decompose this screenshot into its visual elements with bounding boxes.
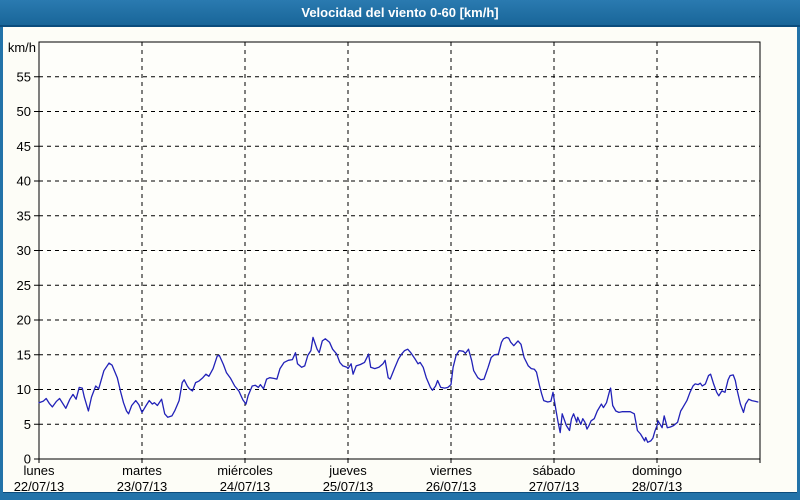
y-tick-label: 5 bbox=[24, 417, 31, 432]
x-day-date-label: 25/07/13 bbox=[323, 479, 374, 491]
x-day-name-label: jueves bbox=[328, 463, 367, 478]
chart-title: Velocidad del viento 0-60 [km/h] bbox=[301, 5, 499, 20]
y-tick-label: 15 bbox=[17, 347, 31, 362]
y-tick-label: 40 bbox=[17, 174, 31, 189]
y-tick-label: 30 bbox=[17, 243, 31, 258]
y-tick-label: 20 bbox=[17, 313, 31, 328]
x-day-date-label: 24/07/13 bbox=[220, 479, 271, 491]
y-tick-label: 10 bbox=[17, 382, 31, 397]
x-day-name-label: viernes bbox=[430, 463, 472, 478]
x-day-name-label: domingo bbox=[632, 463, 682, 478]
y-tick-label: 0 bbox=[24, 452, 31, 467]
y-tick-label: 50 bbox=[17, 104, 31, 119]
x-day-date-label: 23/07/13 bbox=[117, 479, 168, 491]
y-axis-unit-label: km/h bbox=[8, 40, 36, 55]
x-day-name-label: martes bbox=[122, 463, 162, 478]
y-tick-label: 45 bbox=[17, 139, 31, 154]
y-tick-label: 35 bbox=[17, 208, 31, 223]
y-tick-label: 55 bbox=[17, 69, 31, 84]
x-day-name-label: miércoles bbox=[217, 463, 273, 478]
x-day-date-label: 28/07/13 bbox=[632, 479, 683, 491]
chart-region: 0 5 10 15 20 25 30 35 40 45 50 55 km/h lunes 22/07/13 m… bbox=[3, 27, 797, 494]
x-day-date-label: 27/07/13 bbox=[529, 479, 580, 491]
y-tick-label: 25 bbox=[17, 278, 31, 293]
x-day-date-label: 26/07/13 bbox=[426, 479, 477, 491]
x-day-name-label: sábado bbox=[533, 463, 576, 478]
chart-title-bar: Velocidad del viento 0-60 [km/h] bbox=[0, 0, 800, 27]
x-day-name-label: lunes bbox=[23, 463, 55, 478]
wind-speed-data-line bbox=[38, 336, 759, 443]
x-day-date-label: 22/07/13 bbox=[14, 479, 65, 491]
